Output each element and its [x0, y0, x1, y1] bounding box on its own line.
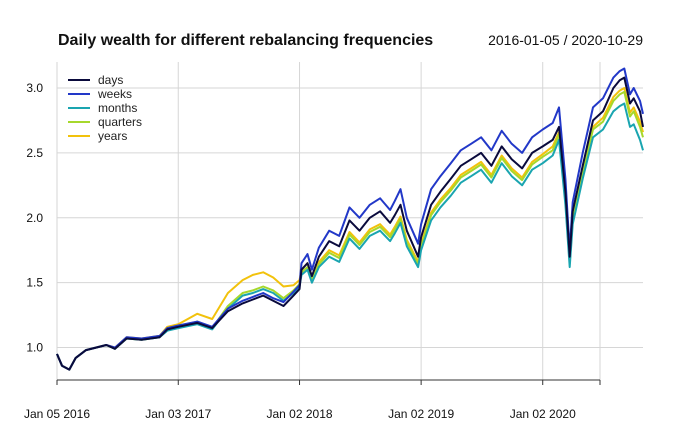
series-line-years [56, 87, 644, 371]
x-tick-label: Jan 05 2016 [24, 407, 90, 421]
date-range-label: 2016-01-05 / 2020-10-29 [488, 32, 643, 48]
legend-label-months: months [98, 101, 137, 115]
series-lines [56, 67, 644, 371]
y-tick-label: 2.5 [26, 146, 43, 160]
chart-title: Daily wealth for different rebalancing f… [58, 32, 433, 49]
series-line-weeks [56, 67, 644, 371]
x-tick-label: Jan 02 2020 [510, 407, 576, 421]
legend-label-quarters: quarters [98, 115, 142, 129]
y-tick-label: 2.0 [26, 211, 43, 225]
y-tick-label: 1.5 [26, 276, 43, 290]
legend-label-years: years [98, 129, 127, 143]
x-tick-label: Jan 02 2019 [388, 407, 454, 421]
legend-label-days: days [98, 73, 123, 87]
x-tick-label: Jan 03 2017 [145, 407, 211, 421]
y-tick-label: 1.0 [26, 341, 43, 355]
axes: 1.0 1.5 2.0 2.5 3.0 Jan 05 2016 Jan 03 2017 Jan… [24, 81, 601, 421]
x-tick-label: Jan 02 2018 [266, 407, 332, 421]
series-line-days [56, 76, 644, 371]
legend-label-weeks: weeks [97, 87, 132, 101]
y-tick-label: 3.0 [26, 81, 43, 95]
